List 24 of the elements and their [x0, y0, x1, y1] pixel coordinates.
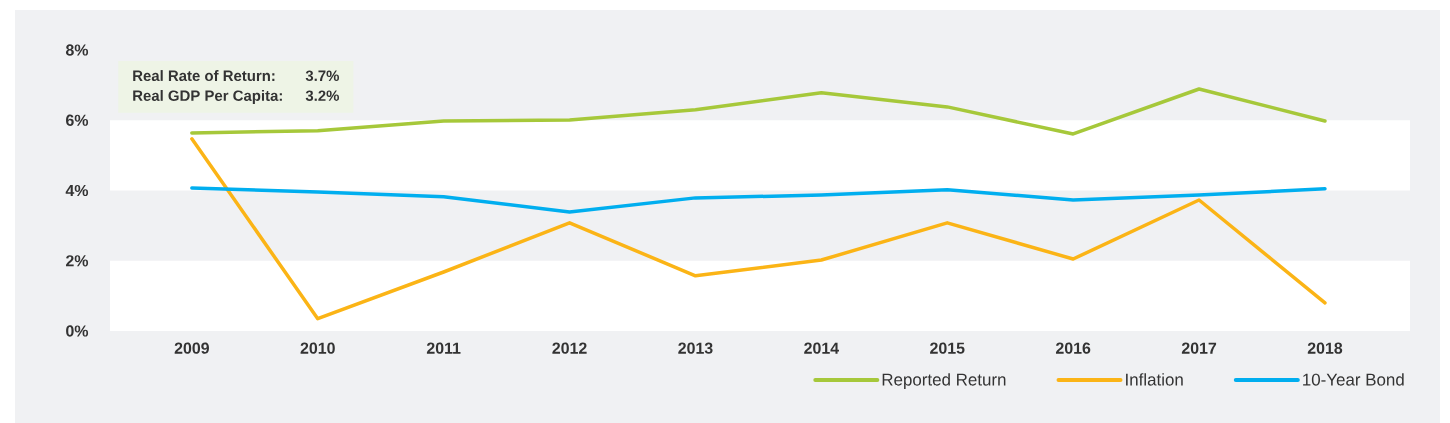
y-tick-label: 0%	[66, 325, 89, 337]
annotation: Real GDP Per Capita:	[133, 89, 282, 104]
x-tick-label: 2017	[1181, 342, 1217, 354]
legend-label: Inflation	[1126, 373, 1183, 386]
line-series	[190, 186, 1327, 214]
x-tick-label: 2009	[174, 342, 209, 354]
x-tick-label: 2018	[1307, 342, 1343, 354]
line-series	[190, 137, 1327, 321]
annotation: Real Rate of Return:	[133, 70, 275, 82]
y-tick-label: 4%	[65, 184, 89, 197]
legend-label: 10-Year Bond	[1303, 373, 1404, 386]
annotation: 3.2%	[305, 90, 340, 101]
x-tick-label: 2013	[678, 342, 713, 354]
x-tick-label: 2012	[552, 342, 587, 354]
x-tick-label: 2011	[426, 342, 461, 354]
x-tick-label: 2010	[300, 342, 335, 354]
x-tick-label: 2015	[930, 342, 965, 354]
legend-label: Reported Return	[882, 373, 1006, 389]
y-tick-label: 2%	[66, 255, 89, 267]
x-tick-label: 2016	[1055, 342, 1091, 354]
annotation: 3.7%	[305, 70, 340, 82]
y-tick-label: 8%	[65, 44, 89, 56]
y-tick-label: 6%	[66, 114, 89, 126]
x-tick-label: 2014	[804, 342, 839, 354]
